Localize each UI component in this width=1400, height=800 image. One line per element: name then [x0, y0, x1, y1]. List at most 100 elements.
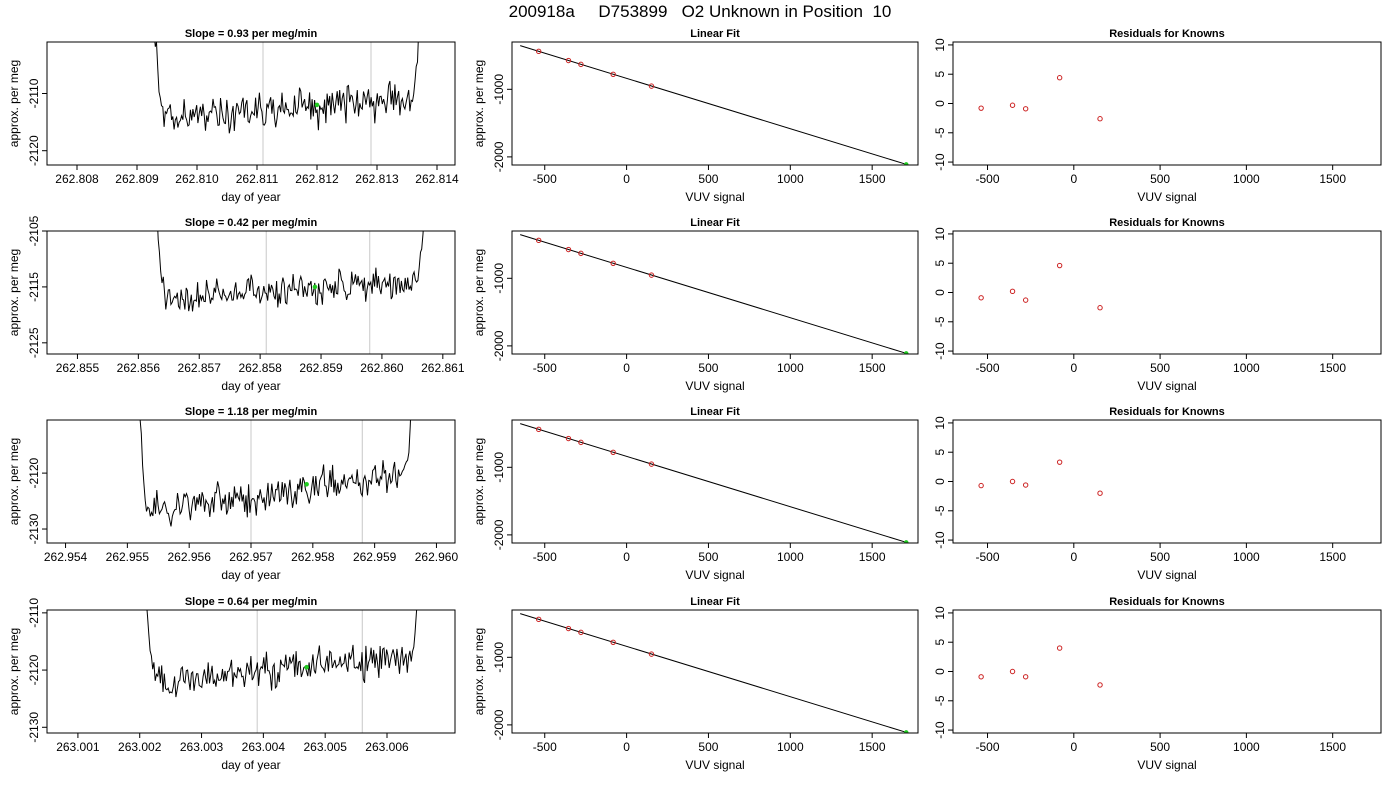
x-axis-label: VUV signal — [1137, 379, 1196, 393]
x-tick-label: 0 — [1070, 361, 1077, 375]
panel-fit-row-2: Linear Fit -500 0 500 1000 1500 VUV signal -100… — [472, 217, 919, 393]
x-tick-label: 262.813 — [355, 172, 399, 186]
data-point — [1056, 75, 1063, 81]
x-tick-label: -500 — [976, 550, 1000, 564]
x-tick-label: 263.006 — [365, 740, 409, 754]
panel-title: Residuals for Knowns — [1109, 406, 1225, 418]
x-tick-label: 0 — [623, 740, 630, 754]
x-tick-label: -500 — [976, 172, 1000, 186]
x-tick-label: 1000 — [1233, 550, 1260, 564]
x-axis-label: day of year — [221, 758, 280, 772]
plot-frame — [511, 230, 919, 355]
x-tick-label: 500 — [1150, 172, 1170, 186]
x-tick-label: 262.855 — [56, 361, 100, 375]
trace-line — [157, 231, 424, 312]
x-tick-label: 262.859 — [299, 361, 343, 375]
y-axis-label: approx. per meg — [7, 249, 21, 336]
x-tick-label: 1000 — [777, 740, 804, 754]
data-point — [1097, 682, 1103, 688]
highlight-point — [304, 481, 309, 487]
panel-title: Slope = 0.93 per meg/min — [185, 28, 318, 40]
page-title: 200918a D753899 O2 Unknown in Position 1… — [508, 2, 892, 21]
data-point — [1056, 262, 1063, 269]
y-tick-label: -5 — [933, 505, 947, 516]
data-point — [648, 651, 655, 657]
x-tick-label: 0 — [1070, 550, 1077, 564]
x-tick-label: 1500 — [859, 550, 886, 564]
data-point — [1056, 459, 1063, 465]
x-tick-label: 262.957 — [229, 550, 273, 564]
y-tick-label: -1000 — [492, 642, 506, 673]
x-tick-label: 0 — [623, 550, 630, 564]
x-axis-label: VUV signal — [685, 379, 744, 393]
panel-title: Slope = 0.64 per meg/min — [185, 596, 318, 608]
plot-area — [520, 423, 909, 543]
panel-title: Slope = 0.42 per meg/min — [185, 217, 318, 229]
plot-frame — [952, 41, 1382, 166]
y-tick-label: -1000 — [492, 452, 506, 483]
panel-title: Residuals for Knowns — [1109, 28, 1225, 40]
y-axis-label: approx. per meg — [472, 60, 486, 147]
fit-line — [520, 423, 907, 543]
x-tick-label: 500 — [1150, 550, 1170, 564]
data-point — [610, 71, 616, 78]
data-point — [1009, 102, 1016, 108]
y-axis-label: approx. per meg — [7, 438, 21, 525]
data-point — [535, 616, 542, 623]
y-axis-label: approx. per meg — [472, 249, 486, 336]
x-tick-label: 262.811 — [236, 172, 279, 186]
y-tick-label: 10 — [933, 38, 947, 52]
plot-frame — [511, 609, 919, 734]
x-tick-label: -500 — [976, 740, 1000, 754]
x-tick-label: 500 — [1150, 361, 1170, 375]
y-tick-label: 0 — [933, 478, 947, 485]
y-tick-label: 5 — [933, 260, 947, 267]
y-tick-label: -2120 — [27, 457, 41, 488]
y-tick-label: -1000 — [492, 263, 506, 294]
plot-area — [157, 231, 424, 354]
x-tick-label: 1000 — [1233, 172, 1260, 186]
data-point — [648, 272, 655, 278]
x-tick-label: 1500 — [1319, 361, 1346, 375]
y-axis-label: approx. per meg — [472, 438, 486, 525]
x-tick-label: 1500 — [1319, 172, 1346, 186]
x-tick-label: -500 — [533, 172, 557, 186]
y-tick-label: 10 — [933, 606, 947, 620]
x-tick-label: 262.959 — [353, 550, 397, 564]
y-tick-label: 5 — [933, 449, 947, 456]
data-point — [648, 461, 655, 467]
panel-residuals-row-3: Residuals for Knowns -500 0 500 1000 1500 VUV … — [933, 406, 1382, 582]
x-tick-label: 262.814 — [415, 172, 459, 186]
plot-area — [139, 420, 411, 543]
x-axis-label: VUV signal — [1137, 568, 1196, 582]
y-tick-label: -2130 — [27, 712, 41, 743]
x-tick-label: 0 — [1070, 740, 1077, 754]
x-axis-label: VUV signal — [685, 568, 744, 582]
plot-area — [520, 613, 909, 733]
plot-area — [154, 42, 419, 165]
x-tick-label: 500 — [698, 361, 718, 375]
data-point — [565, 435, 572, 442]
highlight-point — [304, 664, 309, 670]
plot-area — [978, 645, 1103, 688]
y-tick-label: -2105 — [27, 215, 41, 246]
x-tick-label: 1000 — [1233, 740, 1260, 754]
x-tick-label: 262.958 — [291, 550, 335, 564]
x-axis-label: VUV signal — [685, 190, 744, 204]
x-tick-label: 262.955 — [106, 550, 150, 564]
x-axis-label: day of year — [221, 379, 280, 393]
y-tick-label: -2115 — [27, 272, 41, 302]
panel-fit-row-1: Linear Fit -500 0 500 1000 1500 VUV signal -100… — [472, 28, 919, 204]
x-axis-label: VUV signal — [1137, 758, 1196, 772]
y-tick-label: -5 — [933, 127, 947, 138]
x-tick-label: 263.003 — [180, 740, 224, 754]
highlight-point — [903, 351, 909, 354]
y-tick-label: -2000 — [492, 330, 506, 361]
panel-residuals-row-4: Residuals for Knowns -500 0 500 1000 1500 VUV … — [933, 596, 1382, 772]
highlight-point — [903, 730, 909, 733]
panel-title: Slope = 1.18 per meg/min — [185, 406, 318, 418]
data-point — [565, 57, 572, 64]
fit-line — [520, 45, 907, 165]
panel-trace-row-3: Slope = 1.18 per meg/min 262.954 262.955 26… — [7, 406, 458, 582]
